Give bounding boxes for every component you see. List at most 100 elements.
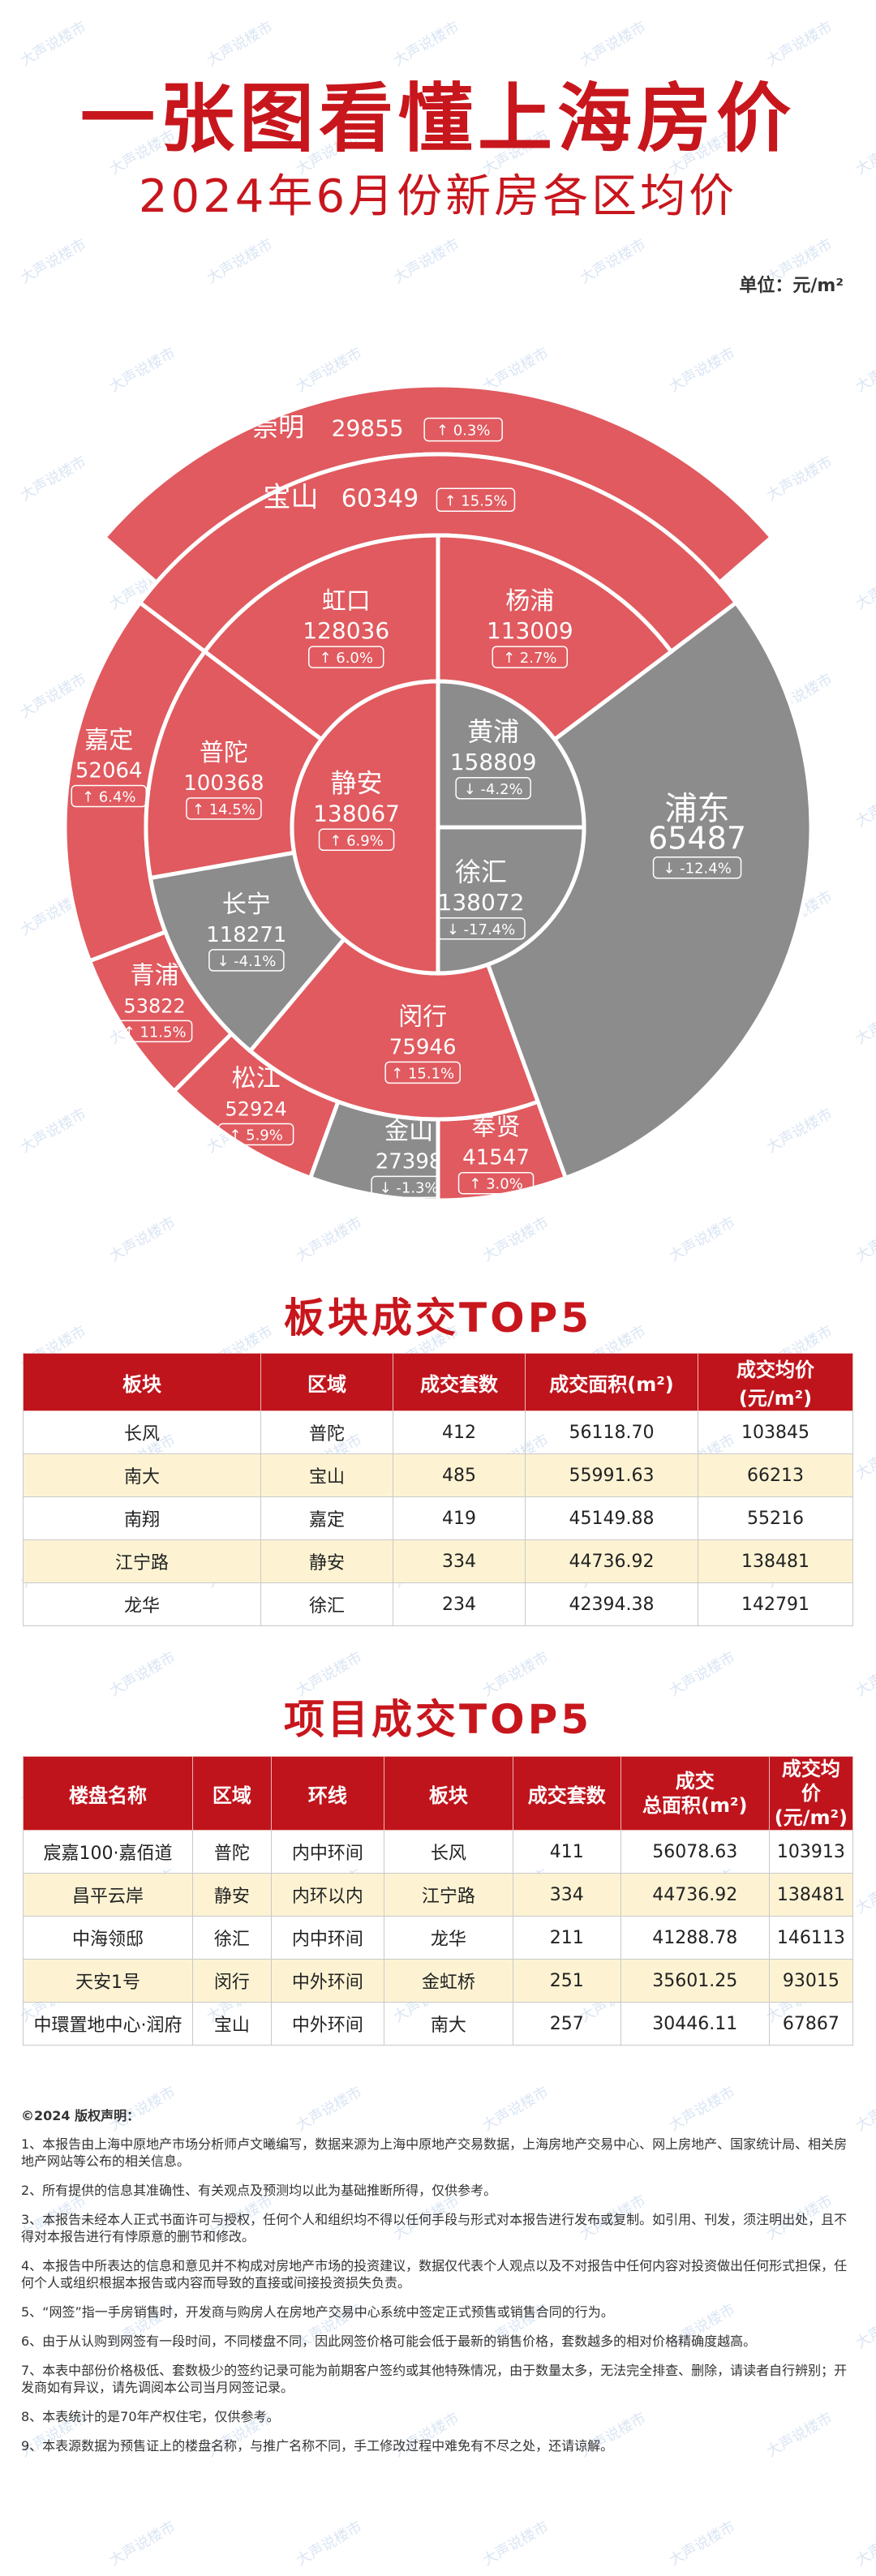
segment-change-label: ↓ -4.1%	[217, 953, 276, 970]
table-cell: 257	[512, 2002, 621, 2046]
segment-change-label: ↑ 3.0%	[469, 1176, 523, 1193]
table-cell: 485	[393, 1453, 526, 1497]
table-cell: 嘉定	[260, 1496, 393, 1540]
table-cell: 55216	[698, 1496, 853, 1540]
project-top5-table: 楼盘名称 区域 环线 板块 成交套数 成交 总面积(m²) 成交均价 (元/m²…	[23, 1756, 854, 2046]
table-cell: 静安	[191, 1873, 272, 1917]
table-cell: 龙华	[23, 1582, 261, 1626]
watermark-text: 大声说楼市	[577, 235, 649, 287]
change-badge	[318, 828, 395, 852]
table-cell: 103913	[768, 1830, 854, 1874]
segment-name-label: 浦东	[665, 791, 730, 828]
change-badge	[423, 417, 503, 442]
table-cell: 334	[393, 1539, 526, 1583]
disclaimer-title: ©2024 版权声明：	[21, 2108, 140, 2123]
table-cell: 宝山	[191, 2002, 272, 2046]
table-cell: 静安	[260, 1539, 393, 1583]
segment-change-label: ↑ 6.9%	[329, 832, 384, 849]
change-badge	[384, 1061, 461, 1084]
table-cell: 146113	[768, 1916, 854, 1960]
segment-value-label: 53822	[123, 994, 185, 1017]
segment-name-label: 徐汇	[455, 857, 507, 887]
disclaimer-item: 8、本表统计的是70年产权住宅，仅供参考。	[21, 2409, 280, 2424]
table-cell: 内环以内	[270, 1873, 384, 1917]
disclaimer-item: 6、由于从认购到网签有一段时间，不同楼盘不同，因此网签价格可能会低于最新的销售价…	[21, 2333, 757, 2349]
table-cell: 长风	[383, 1830, 513, 1874]
table-cell: 南大	[23, 1453, 261, 1497]
table-cell: 334	[512, 1873, 621, 1917]
table-cell: 内中环间	[270, 1916, 384, 1960]
segment-change-label: ↑ 5.9%	[229, 1127, 283, 1144]
table-cell: 内中环间	[270, 1830, 384, 1874]
sunburst-segment-徐汇	[436, 825, 586, 976]
table-cell: 江宁路	[383, 1873, 513, 1917]
table-cell: 中外环间	[270, 2002, 384, 2046]
segment-value-label: 27398	[376, 1149, 443, 1174]
col-header-district: 区域	[191, 1756, 272, 1831]
segment-change-label: ↓ -17.4%	[447, 921, 515, 938]
change-badge	[217, 1123, 294, 1146]
table-cell: 44736.92	[525, 1539, 698, 1583]
table-cell: 66213	[698, 1453, 853, 1497]
segment-name-label: 青浦	[131, 961, 179, 990]
segment-name-label: 宝山	[263, 481, 318, 513]
table-cell: 30446.11	[620, 2002, 770, 2046]
segment-name-label: 虹口	[322, 587, 371, 616]
segment-change-label: ↑ 6.4%	[82, 788, 136, 805]
col-header-units: 成交套数	[512, 1756, 621, 1831]
table-cell: 138481	[698, 1539, 853, 1583]
table-cell: 天安1号	[23, 1959, 193, 2003]
disclaimer-item: 7、本表中部份价格极低、套数极少的签约记录可能为前期客户签约或其他特殊情况，由于…	[21, 2363, 848, 2395]
watermark-text: 大声说楼市	[666, 2518, 738, 2570]
table-row: 中環置地中心·润府 宝山 中外环间 南大 257 30446.11 67867	[23, 2002, 854, 2046]
table-cell: 昌平云岸	[23, 1873, 193, 1917]
page-title: 一张图看懂上海房价	[79, 75, 796, 162]
col-header-units: 成交套数	[393, 1353, 526, 1411]
change-badge	[455, 777, 531, 800]
col-header-area: 成交面积(m²)	[525, 1353, 698, 1411]
watermark-text: 大声说楼市	[852, 1431, 876, 1483]
table-row: 宸嘉100·嘉佰道 普陀 内中环间 长风 411 56078.63 103913	[23, 1830, 854, 1874]
segment-value-label: 52064	[75, 758, 143, 783]
col-header-district: 区域	[260, 1353, 393, 1411]
table-cell: 419	[393, 1496, 526, 1540]
segment-value-label: 29855	[332, 415, 404, 442]
segment-value-label: 118271	[206, 923, 286, 947]
table-cell: 142791	[698, 1582, 853, 1626]
segment-name-label: 闵行	[398, 1002, 447, 1031]
disclaimer-list: 1、本报告由上海中原地产市场分析师卢文曦编写，数据来源为上海中原地产交易数据，上…	[21, 2136, 855, 2454]
segment-change-label: ↑ 15.1%	[391, 1065, 454, 1082]
change-badge	[457, 1171, 535, 1195]
segment-name-label: 嘉定	[84, 726, 133, 754]
col-header-total-area: 成交 总面积(m²)	[620, 1756, 770, 1831]
watermark-text: 大声说楼市	[479, 2518, 552, 2570]
segment-name-label: 金山	[384, 1117, 433, 1145]
segment-change-label: ↑ 11.5%	[123, 1024, 187, 1041]
table-header-row: 板块 区域 成交套数 成交面积(m²) 成交均价(元/m²)	[23, 1353, 853, 1411]
disclaimer-item: 9、本表源数据为预售证上的楼盘名称，与推广名称不同，手工修改过程中难免有不尽之处…	[21, 2438, 614, 2454]
disclaimer: ©2024 版权声明： 1、本报告由上海中原地产市场分析师卢文曦编写，数据来源为…	[21, 2107, 855, 2467]
table-cell: 41288.78	[620, 1916, 770, 1960]
segment-name-label: 普陀	[200, 739, 248, 767]
watermark-text: 大声说楼市	[106, 2518, 178, 2570]
change-badge	[436, 487, 516, 513]
segment-change-label: ↓ -1.3%	[380, 1179, 439, 1196]
segment-name-label: 长宁	[222, 891, 271, 919]
col-header-avg-price: 成交均价 (元/m²)	[768, 1756, 854, 1831]
table-cell: 南大	[383, 2002, 513, 2046]
change-badge	[208, 949, 285, 972]
table-cell: 35601.25	[620, 1959, 770, 2003]
segment-value-label: 52924	[225, 1098, 286, 1121]
segment-change-label: ↓ -4.2%	[464, 781, 523, 798]
table-row: 昌平云岸 静安 内环以内 江宁路 334 44736.92 138481	[23, 1873, 854, 1917]
segment-value-label: 158809	[450, 749, 537, 775]
table-header-row: 楼盘名称 区域 环线 板块 成交套数 成交 总面积(m²) 成交均价 (元/m²…	[23, 1756, 854, 1831]
watermark-text: 大声说楼市	[293, 2518, 365, 2570]
change-badge	[116, 1020, 193, 1043]
table-cell: 南翔	[23, 1496, 261, 1540]
table-cell: 普陀	[260, 1410, 393, 1454]
segment-name-label: 杨浦	[505, 587, 554, 616]
project-top5-title: 项目成交TOP5	[283, 1696, 593, 1743]
watermark-text: 大声说楼市	[204, 235, 276, 287]
col-header-block: 板块	[383, 1756, 513, 1831]
